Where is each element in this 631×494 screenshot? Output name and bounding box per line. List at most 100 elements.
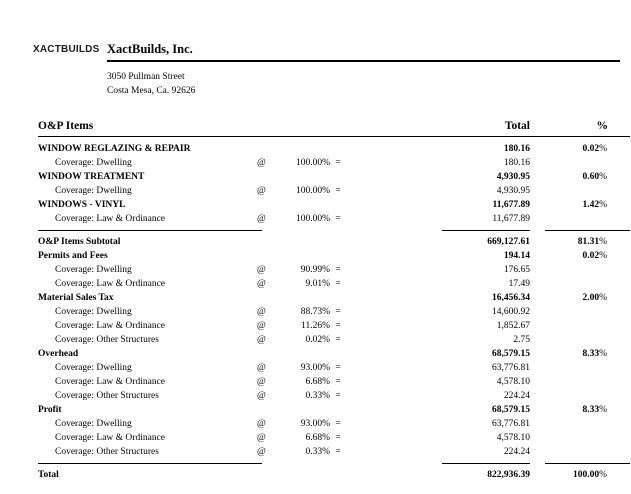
coverage-percent: 93.00% [300, 419, 330, 429]
percent-number: 0.02 [582, 144, 600, 154]
at-symbol: @ [257, 419, 266, 429]
coverage-label: Coverage: Law & Ordinance [55, 433, 165, 443]
percent-of-total: 1.42% [530, 198, 630, 212]
coverage-label: Coverage: Dwelling [55, 186, 132, 196]
percent-sign: % [599, 251, 607, 261]
coverage-label: Coverage: Other Structures [55, 447, 159, 457]
separator-line-left [38, 226, 262, 231]
total-value: 68,579.15 [492, 405, 530, 415]
percent-sign: % [599, 200, 607, 210]
at-symbol: @ [257, 279, 266, 289]
coverage-percent: 11.26% [301, 321, 330, 331]
coverage-row: Coverage: Other Structures @0.02% = 2.75 [38, 333, 630, 347]
total-value: 17.49 [508, 279, 530, 289]
address-line-1: 3050 Pullman Street [107, 72, 185, 82]
coverage-row: Coverage: Dwelling @88.73% = 14,600.92 [38, 305, 630, 319]
coverage-label: Coverage: Law & Ordinance [55, 377, 165, 387]
equals-symbol: = [335, 186, 341, 196]
percent-sign: % [599, 237, 607, 247]
percent-sign: % [599, 349, 607, 359]
equals-symbol: = [335, 265, 341, 275]
percent-number: 0.02 [582, 251, 600, 261]
address-line-2: Costa Mesa, Ca. 92626 [107, 85, 196, 96]
equals-symbol: = [335, 214, 341, 224]
item-row: WINDOW REGLAZING & REPAIR 180.16 0.02% [38, 142, 630, 156]
total-value: 194.14 [503, 251, 530, 261]
coverage-percent: 0.33% [305, 447, 330, 457]
percent-number: 1.42 [582, 200, 600, 210]
total-value: 14,600.92 [492, 307, 530, 317]
coverage-percent: 9.01% [305, 279, 330, 289]
equals-symbol: = [335, 377, 341, 387]
total-value: 63,776.81 [492, 419, 530, 429]
coverage-percent: 0.33% [305, 391, 330, 401]
coverage-percent: 100.00% [295, 158, 330, 168]
coverage-row: Coverage: Dwelling @93.00% = 63,776.81 [38, 361, 630, 375]
equals-symbol: = [335, 433, 341, 443]
total-value: 2.75 [513, 335, 530, 345]
total-value: 63,776.81 [492, 363, 530, 373]
equals-symbol: = [335, 363, 341, 373]
total-value: 4,930.95 [496, 186, 530, 196]
coverage-label: Coverage: Law & Ordinance [55, 321, 165, 331]
percent-of-total: 0.60% [530, 170, 630, 184]
equals-symbol: = [335, 391, 341, 401]
item-label: Total [38, 470, 59, 480]
percent-number: 2.00 [582, 293, 600, 303]
item-label: Material Sales Tax [38, 293, 114, 303]
percent-number: 0.60 [582, 172, 600, 182]
company-block: XactBuilds, Inc. 3050 Pullman Street Cos… [107, 42, 620, 98]
coverage-label: Coverage: Dwelling [55, 158, 132, 168]
total-value: 16,456.34 [492, 293, 530, 303]
total-value: 180.16 [503, 144, 530, 154]
total-value: 180.16 [503, 158, 530, 168]
percent-of-total: 0.02% [530, 142, 630, 156]
company-name: XactBuilds, Inc. [107, 42, 620, 62]
percent-of-total: 2.00% [530, 291, 630, 305]
coverage-row: Coverage: Dwelling @100.00% = 180.16 [38, 156, 630, 170]
percent-of-total: 8.33% [530, 347, 630, 361]
at-symbol: @ [257, 265, 266, 275]
percent-sign: % [599, 293, 607, 303]
coverage-percent: 93.00% [300, 363, 330, 373]
coverage-row: Coverage: Law & Ordinance @6.68% = 4,578.10 [38, 375, 630, 389]
item-label: WINDOW REGLAZING & REPAIR [38, 144, 191, 154]
percent-of-total: 81.31% [530, 235, 630, 249]
separator-line-percent [545, 226, 630, 231]
coverage-percent: 90.99% [300, 265, 330, 275]
at-symbol: @ [257, 433, 266, 443]
item-label: WINDOW TREATMENT [38, 172, 145, 182]
equals-symbol: = [335, 158, 341, 168]
item-row: Material Sales Tax 16,456.34 2.00% [38, 291, 630, 305]
percent-number: 8.33 [582, 405, 600, 415]
percent-number: 100.00 [572, 470, 600, 480]
coverage-row: Coverage: Law & Ordinance @9.01% = 17.49 [38, 277, 630, 291]
total-value: 1,852.67 [496, 321, 530, 331]
equals-symbol: = [335, 307, 341, 317]
equals-symbol: = [335, 335, 341, 345]
coverage-row: Coverage: Dwelling @90.99% = 176.65 [38, 263, 630, 277]
separator-row [38, 226, 630, 235]
coverage-row: Coverage: Law & Ordinance @11.26% = 1,852.6… [38, 319, 630, 333]
percent-sign: % [599, 144, 607, 154]
coverage-percent: 88.73% [300, 307, 330, 317]
at-symbol: @ [257, 158, 266, 168]
equals-symbol: = [335, 279, 341, 289]
at-symbol: @ [257, 214, 266, 224]
column-header-total: Total [504, 120, 530, 132]
coverage-percent: 0.02% [305, 335, 330, 345]
item-row: Overhead 68,579.15 8.33% [38, 347, 630, 361]
total-value: 224.24 [503, 447, 530, 457]
coverage-row: Coverage: Dwelling @100.00% = 4,930.95 [38, 184, 630, 198]
at-symbol: @ [257, 307, 266, 317]
coverage-row: Coverage: Other Structures @0.33% = 224.24 [38, 445, 630, 459]
equals-symbol: = [335, 321, 341, 331]
item-label: Permits and Fees [38, 251, 108, 261]
coverage-label: Coverage: Other Structures [55, 391, 159, 401]
at-symbol: @ [257, 186, 266, 196]
item-row: WINDOWS - VINYL 11,677.89 1.42% [38, 198, 630, 212]
coverage-label: Coverage: Other Structures [55, 335, 159, 345]
separator-line-total [442, 226, 530, 231]
at-symbol: @ [257, 447, 266, 457]
